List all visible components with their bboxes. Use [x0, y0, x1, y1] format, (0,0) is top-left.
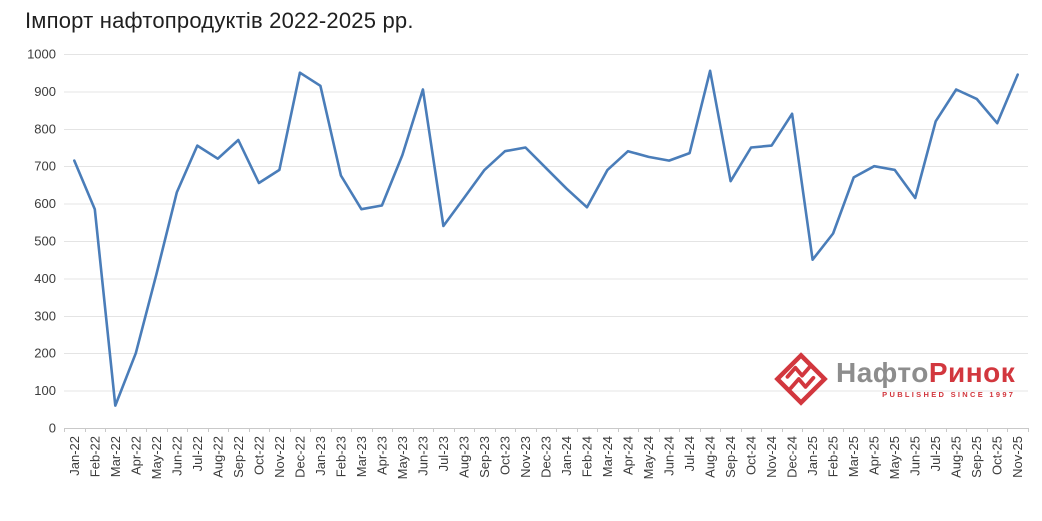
y-tick-label: 900 — [34, 84, 56, 99]
x-tick-label: Jun-23 — [415, 436, 430, 476]
x-tick-label: May-22 — [149, 436, 164, 479]
y-axis-labels: 0 100 200 300 400 500 600 700 800 900 1000 — [27, 47, 56, 436]
x-tick-label: May-24 — [641, 436, 656, 479]
x-tick-label: Nov-22 — [272, 436, 287, 478]
x-tick-label: Feb-25 — [826, 436, 841, 477]
x-tick-label: Sep-23 — [477, 436, 492, 478]
y-tick-label: 700 — [34, 159, 56, 174]
x-tick-label: Aug-24 — [703, 436, 718, 478]
x-tick-label: Jul-24 — [682, 436, 697, 471]
x-tick-label: Jun-22 — [169, 436, 184, 476]
x-tick-label: Jan-24 — [559, 436, 574, 476]
x-tick-label: Jan-22 — [67, 436, 82, 476]
gridlines — [64, 54, 1028, 429]
series-line — [73, 69, 1020, 407]
x-tick-label: Dec-22 — [292, 436, 307, 478]
x-tick-label: Apr-22 — [128, 436, 143, 475]
y-tick-label: 100 — [34, 383, 56, 398]
x-tick-label: Dec-23 — [539, 436, 554, 478]
x-tick-label: Nov-24 — [764, 436, 779, 478]
y-tick-label: 1000 — [27, 47, 56, 62]
x-tick-label: Mar-22 — [108, 436, 123, 477]
x-tick-label: Oct-25 — [990, 436, 1005, 475]
x-axis-ticks — [64, 428, 1029, 432]
logo-tagline: PUBLISHED SINCE 1997 — [882, 390, 1016, 399]
x-tick-label: Oct-22 — [251, 436, 266, 475]
x-tick-label: Nov-23 — [518, 436, 533, 478]
x-tick-label: Sep-22 — [231, 436, 246, 478]
x-tick-label: Jun-24 — [662, 436, 677, 476]
logo-name-red: Ринок — [928, 357, 1016, 388]
x-tick-label: Apr-24 — [621, 436, 636, 475]
y-tick-label: 400 — [34, 271, 56, 286]
x-axis-labels: Jan-22 Feb-22 Mar-22 Apr-22 May-22 Jun-22 Jul-… — [67, 436, 1025, 479]
x-tick-label: Feb-22 — [87, 436, 102, 477]
x-tick-label: Aug-23 — [456, 436, 471, 478]
y-tick-label: 800 — [34, 121, 56, 136]
x-tick-label: Mar-24 — [600, 436, 615, 477]
logo-text-block: НафтоРинок PUBLISHED SINCE 1997 — [836, 359, 1016, 400]
x-tick-label: Feb-23 — [333, 436, 348, 477]
naftorynok-logo: НафтоРинок PUBLISHED SINCE 1997 — [774, 351, 1015, 407]
x-tick-label: Dec-24 — [785, 436, 800, 478]
x-tick-label: Jul-25 — [928, 436, 943, 471]
x-tick-label: May-23 — [395, 436, 410, 479]
x-tick-label: Apr-25 — [867, 436, 882, 475]
y-tick-label: 600 — [34, 196, 56, 211]
x-tick-label: Aug-25 — [949, 436, 964, 478]
x-tick-label: Apr-23 — [374, 436, 389, 475]
chart-title: Імпорт нафтопродуктів 2022-2025 рр. — [25, 8, 414, 33]
x-tick-label: Sep-24 — [723, 436, 738, 478]
y-tick-label: 300 — [34, 308, 56, 323]
x-tick-label: Jul-22 — [190, 436, 205, 471]
diamond-zigzag-icon — [774, 352, 828, 406]
x-tick-label: Jan-25 — [805, 436, 820, 476]
x-tick-label: May-25 — [887, 436, 902, 479]
x-tick-label: Nov-25 — [1010, 436, 1025, 478]
x-tick-label: Jan-23 — [313, 436, 328, 476]
x-tick-label: Jul-23 — [436, 436, 451, 471]
logo-name-gray: Нафто — [836, 357, 929, 388]
y-tick-label: 0 — [49, 421, 56, 436]
x-tick-label: Mar-25 — [846, 436, 861, 477]
x-tick-label: Aug-22 — [210, 436, 225, 478]
x-tick-label: Jun-25 — [908, 436, 923, 476]
logo-name: НафтоРинок — [836, 359, 1015, 387]
x-tick-label: Oct-24 — [744, 436, 759, 475]
y-tick-label: 500 — [34, 234, 56, 249]
x-tick-label: Oct-23 — [497, 436, 512, 475]
x-tick-label: Feb-24 — [580, 436, 595, 477]
x-tick-label: Mar-23 — [354, 436, 369, 477]
y-tick-label: 200 — [34, 346, 56, 361]
x-tick-label: Sep-25 — [969, 436, 984, 478]
